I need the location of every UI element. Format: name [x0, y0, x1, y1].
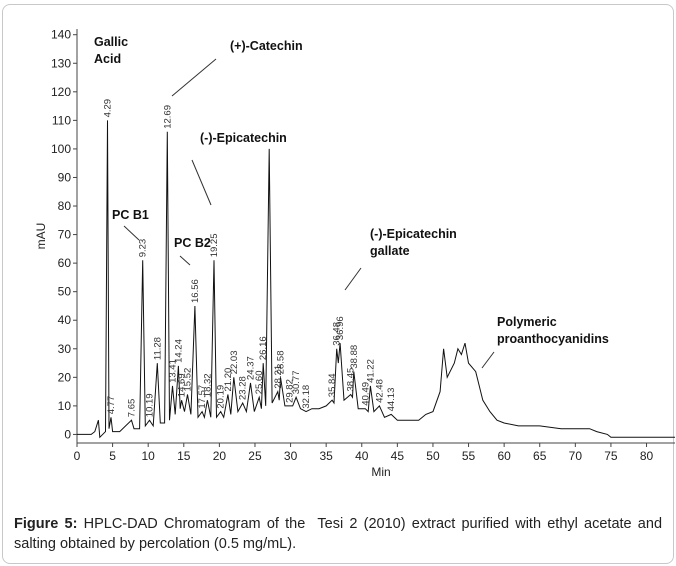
leader-line: [179, 255, 191, 266]
peak-annotation: Gallic: [94, 35, 128, 49]
peak-label: 16.56: [190, 279, 201, 303]
peak-label: 42.48: [374, 379, 385, 403]
y-tick-label: 120: [51, 85, 71, 99]
peak-annotation: proanthocyanidins: [497, 332, 609, 346]
peak-label: 24.37: [246, 356, 257, 380]
y-tick-label: 0: [64, 427, 71, 441]
y-axis-label: mAU: [34, 223, 48, 250]
x-tick-label: 40: [355, 449, 369, 463]
peak-label: 41.22: [365, 359, 376, 383]
y-tick-label: 90: [58, 170, 72, 184]
peak-label: 38.45: [346, 368, 357, 392]
peak-label: 9.23: [138, 239, 149, 258]
peak-annotation: gallate: [370, 244, 410, 258]
peak-label: 21.20: [223, 368, 234, 392]
y-tick-label: 80: [58, 199, 72, 213]
caption-text: HPLC-DAD Chromatogram of the Tesi 2 (201…: [14, 516, 667, 552]
x-tick-label: 30: [284, 449, 298, 463]
peak-label: 15.52: [183, 368, 194, 392]
caption: Figure 5: HPLC-DAD Chromatogram of the T…: [14, 514, 662, 554]
leader-line: [191, 159, 212, 206]
peak-label: 4.77: [106, 396, 117, 415]
x-tick-label: 50: [426, 449, 440, 463]
peak-label: 17.57: [197, 385, 208, 409]
peak-label: 28.21: [273, 365, 284, 389]
x-tick-label: 60: [497, 449, 511, 463]
y-tick-label: 110: [52, 113, 71, 127]
peak-label: 29.82: [284, 379, 295, 403]
x-tick-label: 55: [462, 449, 476, 463]
peak-label: 28.58: [276, 351, 287, 375]
peak-label: 19.25: [209, 234, 220, 258]
peak-label: 44.13: [386, 388, 397, 412]
peak-label: 7.65: [127, 399, 138, 418]
x-tick-label: 5: [109, 449, 116, 463]
peak-label: 14.24: [173, 339, 184, 363]
peak-label: 25.60: [254, 371, 265, 395]
peak-label: 22.03: [229, 351, 240, 375]
y-tick-label: 30: [58, 342, 72, 356]
peak-label: 38.88: [349, 345, 360, 369]
leader-line: [171, 58, 217, 97]
x-tick-label: 15: [177, 449, 191, 463]
chromatogram-trace: [77, 120, 675, 439]
y-tick-label: 140: [51, 28, 71, 42]
peak-label: 10.19: [145, 393, 156, 417]
peak-annotation: PC B1: [112, 208, 149, 222]
x-tick-label: 70: [569, 449, 583, 463]
y-tick-label: 130: [51, 56, 71, 70]
peak-label: 36.96: [335, 316, 346, 340]
leader-lines: [123, 58, 495, 369]
y-tick-label: 50: [58, 285, 72, 299]
peak-label: 32.18: [301, 385, 312, 409]
x-tick-label: 0: [74, 449, 81, 463]
x-tick-label: 10: [142, 449, 156, 463]
x-tick-label: 20: [213, 449, 227, 463]
figure-frame: [2, 4, 674, 564]
peak-annotation: (+)-Catechin: [230, 39, 303, 53]
peak-label: 4.29: [103, 99, 114, 118]
x-tick-label: 35: [319, 449, 333, 463]
leader-line: [481, 351, 495, 369]
peak-annotation: (-)-Epicatechin: [370, 227, 457, 241]
caption-label: Figure 5:: [14, 516, 78, 532]
x-tick-label: 75: [604, 449, 618, 463]
x-axis-label: Min: [371, 465, 390, 479]
peak-label: 13.41: [168, 359, 179, 383]
y-tick-label: 100: [51, 142, 71, 156]
peak-annotation: Polymeric: [497, 315, 557, 329]
x-tick-label: 65: [533, 449, 547, 463]
y-tick-label: 10: [58, 399, 72, 413]
y-tick-label: 20: [58, 370, 72, 384]
x-tick-label: 45: [391, 449, 405, 463]
peak-label: 35.84: [327, 373, 338, 397]
leader-line: [344, 267, 362, 291]
peak-label: 26.16: [258, 336, 269, 360]
peak-label: 14.69: [177, 373, 188, 397]
peak-label: 30.77: [291, 371, 302, 395]
peak-label: 20.19: [216, 385, 227, 409]
y-tick-label: 70: [58, 228, 72, 242]
y-tick-label: 60: [58, 256, 72, 270]
peak-label: 18.32: [202, 373, 213, 397]
peak-label: 40.49: [360, 382, 371, 406]
x-tick-label: 25: [248, 449, 262, 463]
y-tick-label: 40: [58, 313, 72, 327]
chart: Min mAU 01020304050607080901001101201301…: [34, 28, 675, 479]
peak-label: 36.48: [332, 322, 343, 346]
peak-label: 23.28: [238, 376, 249, 400]
leader-line: [123, 225, 140, 241]
x-tick-label: 80: [640, 449, 654, 463]
peak-annotation: PC B2: [174, 236, 211, 250]
peak-label: 12.69: [162, 105, 173, 129]
peak-annotation: Acid: [94, 52, 121, 66]
peak-annotation: (-)-Epicatechin: [200, 131, 287, 145]
peak-label: 11.28: [152, 337, 163, 360]
